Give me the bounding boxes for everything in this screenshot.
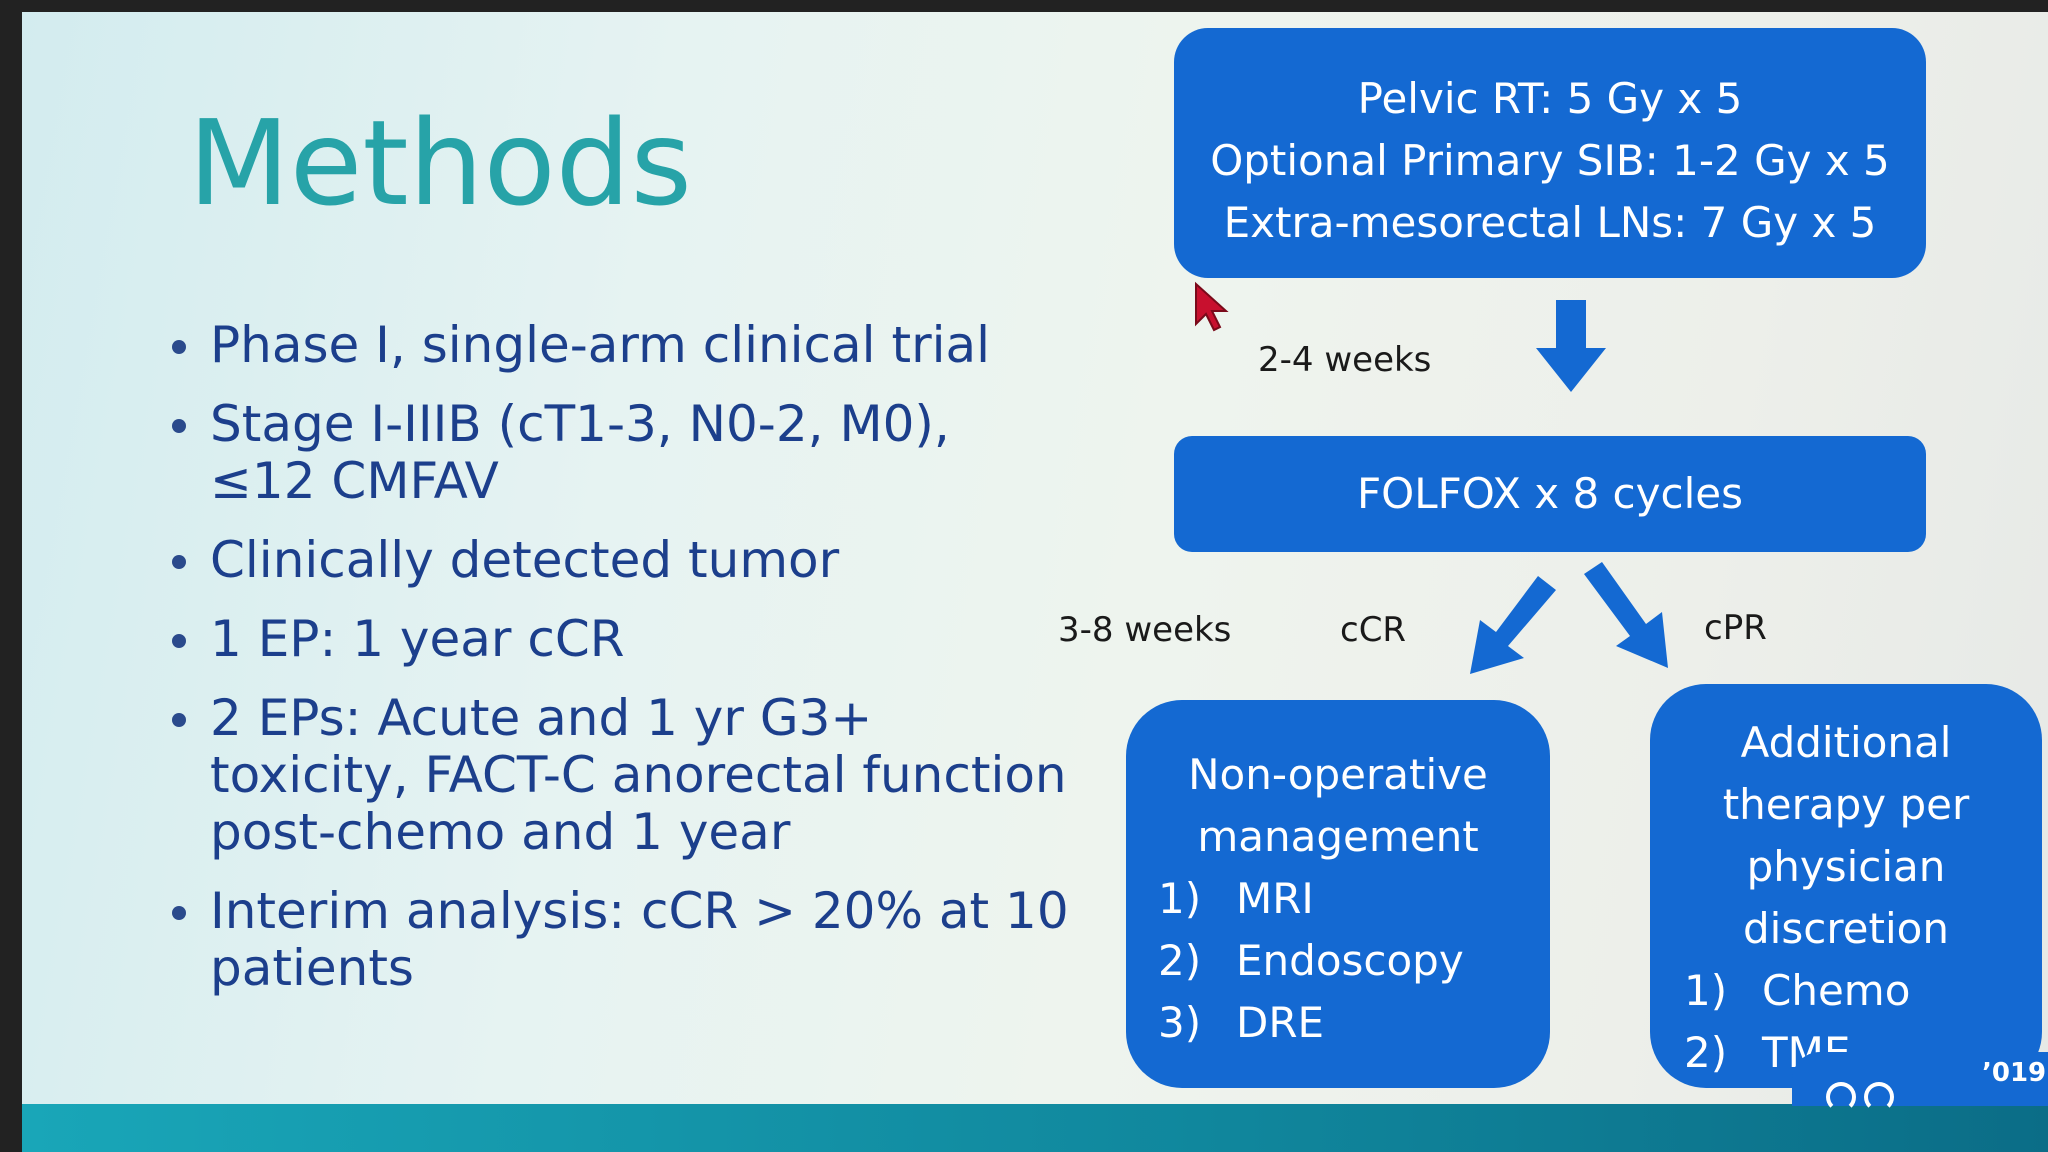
footer-logo-icon xyxy=(1826,1082,1902,1116)
bullet-dot-icon xyxy=(172,340,186,354)
bullet-text: 2 EPs: Acute and 1 yr G3+ toxicity, FACT… xyxy=(210,689,1067,861)
arrow-down-right-icon xyxy=(1584,562,1668,668)
rt-line-2: Optional Primary SIB: 1-2 Gy x 5 xyxy=(1210,136,1890,185)
bullet-text: Stage I-IIIB (cT1-3, N0-2, M0), ≤12 CMFA… xyxy=(210,395,950,510)
additional-item-text: Chemo xyxy=(1762,966,1911,1015)
additional-heading-4: discretion xyxy=(1743,904,1949,953)
footer-year-fragment: ’019 xyxy=(1982,1058,2047,1088)
nom-item-number: 1) xyxy=(1158,874,1202,923)
nom-item-text: DRE xyxy=(1236,998,1325,1047)
ccr-label: cCR xyxy=(1340,610,1407,650)
slide-title: Methods xyxy=(188,94,693,232)
bullet-text: Clinically detected tumor xyxy=(210,531,840,589)
mouse-cursor-icon xyxy=(1195,281,1229,332)
bullet-list: Phase I, single-arm clinical trial Stage… xyxy=(166,317,1069,1019)
rt-box: Pelvic RT: 5 Gy x 5 Optional Primary SIB… xyxy=(1174,28,1926,278)
nom-heading-2: management xyxy=(1197,812,1479,861)
interval-label-2: 3-8 weeks xyxy=(1058,610,1232,650)
bullet-text: 1 EP: 1 year cCR xyxy=(210,610,625,668)
nom-item-text: MRI xyxy=(1236,874,1314,923)
bullet-item: 2 EPs: Acute and 1 yr G3+ toxicity, FACT… xyxy=(166,690,1070,861)
nom-item-text: Endoscopy xyxy=(1236,936,1464,985)
slide: Methods Phase I, single-arm clinical tri… xyxy=(22,12,2048,1152)
rt-line-1: Pelvic RT: 5 Gy x 5 xyxy=(1357,74,1743,123)
nom-heading-1: Non-operative xyxy=(1188,750,1488,799)
additional-heading-3: physician xyxy=(1746,842,1946,891)
bullet-dot-icon xyxy=(172,713,186,727)
additional-heading-1: Additional xyxy=(1740,718,1952,767)
bullet-item: Clinically detected tumor xyxy=(166,532,1046,589)
additional-item-number: 1) xyxy=(1684,966,1728,1015)
down-arrow-icon xyxy=(1536,300,1606,392)
nom-item: 3) DRE xyxy=(1126,992,1550,1054)
bullet-dot-icon xyxy=(172,555,186,569)
bullet-dot-icon xyxy=(172,419,186,433)
nom-item-number: 2) xyxy=(1158,936,1202,985)
bullet-item: Stage I-IIIB (cT1-3, N0-2, M0), ≤12 CMFA… xyxy=(166,396,970,510)
bullet-item: Phase I, single-arm clinical trial xyxy=(166,317,1046,374)
interval-label-1: 2-4 weeks xyxy=(1258,340,1432,380)
cpr-label: cPR xyxy=(1704,608,1767,648)
additional-heading-2: therapy per xyxy=(1722,780,1970,829)
rt-line-3: Extra-mesorectal LNs: 7 Gy x 5 xyxy=(1223,198,1877,247)
bullet-item: Interim analysis: cCR > 20% at 10 patien… xyxy=(166,883,1070,997)
arrow-down-left-icon xyxy=(1470,576,1556,674)
bullet-dot-icon xyxy=(172,906,186,920)
nom-item: 1) MRI xyxy=(1126,868,1550,930)
additional-item: 1) Chemo xyxy=(1650,960,2042,1022)
non-operative-box: Non-operative management 1) MRI 2) Endosco… xyxy=(1126,700,1550,1088)
additional-therapy-box: Additional therapy per physician discret… xyxy=(1650,684,2042,1088)
bullet-item: 1 EP: 1 year cCR xyxy=(166,611,1046,668)
footer-bar xyxy=(22,1104,2048,1152)
nom-item-number: 3) xyxy=(1158,998,1202,1047)
chemo-box: FOLFOX x 8 cycles xyxy=(1174,436,1926,552)
bullet-text: Phase I, single-arm clinical trial xyxy=(210,316,991,374)
bullet-dot-icon xyxy=(172,634,186,648)
bullet-text: Interim analysis: cCR > 20% at 10 patien… xyxy=(210,882,1069,997)
nom-item: 2) Endoscopy xyxy=(1126,930,1550,992)
additional-item-number: 2) xyxy=(1684,1028,1728,1077)
